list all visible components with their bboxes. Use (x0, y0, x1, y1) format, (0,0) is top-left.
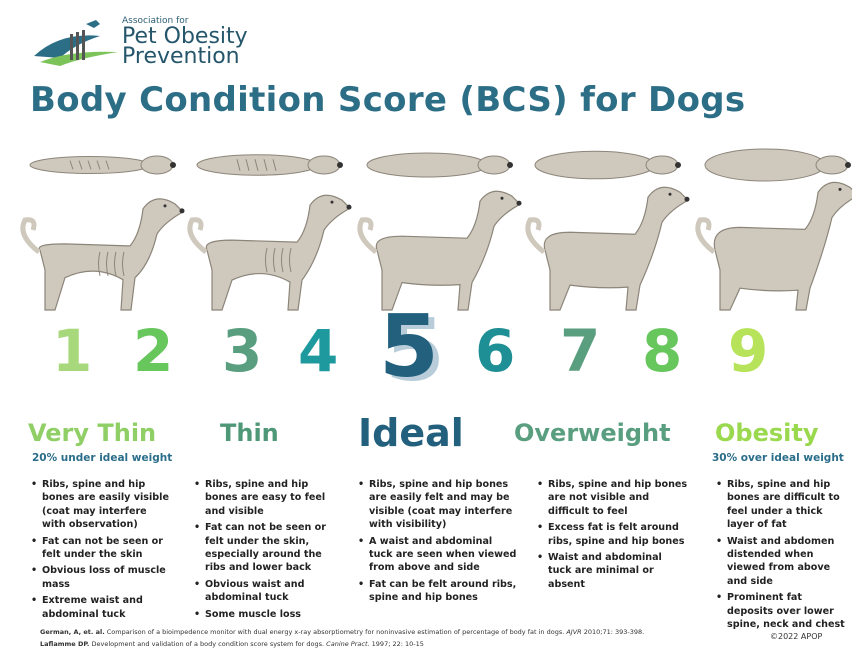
score-8: 8 (642, 317, 683, 385)
reference-2: Laflamme DP. Development and validation … (40, 640, 424, 648)
dog-top-view-4 (534, 150, 681, 180)
logo-emblem-icon (34, 20, 118, 66)
list-item: Fat can be felt around ribs, spine and h… (358, 578, 517, 605)
list-item: Fat can not be seen or felt under the sk… (194, 521, 339, 575)
dog-illustrations (20, 148, 852, 311)
dog-side-view-3 (357, 190, 522, 311)
score-5-shadow: 5 (385, 301, 445, 401)
dog-top-view-2 (196, 154, 343, 176)
dog-top-view-5 (704, 148, 851, 182)
score-6: 6 (475, 317, 516, 385)
category-ideal: Ideal (358, 411, 464, 455)
score-4: 4 (298, 317, 339, 385)
list-item: Ribs, spine and hip bones are not visibl… (537, 478, 688, 518)
ref2-journal: Canine Pract. (326, 640, 370, 648)
col-thin: Ribs, spine and hip bones are easy to fe… (193, 478, 339, 624)
score-9: 9 (728, 317, 769, 385)
ref2-text: Development and validation of a body con… (91, 640, 325, 648)
list-item: Fat can not be seen or felt under the sk… (31, 535, 170, 562)
ref1-authors: German, A, et. al. (40, 628, 105, 636)
ref2-authors: Laflamme DP. (40, 640, 90, 648)
logo-small-text: Association for (122, 16, 189, 26)
list-item: A waist and abdominal tuck are seen when… (358, 535, 517, 575)
list-item: Obvious loss of muscle mass (31, 564, 170, 591)
ref1-journal: AJVR (566, 628, 582, 636)
list-item: Some muscle loss (194, 608, 339, 622)
list-item: Waist and abdominal tuck are minimal or … (537, 551, 688, 591)
score-7: 7 (560, 317, 601, 385)
ref1-text: Comparison of a bioimpedence monitor wit… (106, 628, 565, 636)
col-very-thin: Ribs, spine and hip bones are easily vis… (30, 478, 170, 624)
ref2-tail: 1997; 22: 10-15 (371, 640, 424, 648)
list-item: Ribs, spine and hip bones are easy to fe… (194, 478, 339, 518)
score-5: 5 (379, 297, 439, 397)
category-obesity: Obesity (715, 419, 819, 447)
logo-line-1: Pet Obesity (122, 24, 248, 49)
dog-top-view-3 (366, 152, 513, 178)
col-ideal: Ribs, spine and hip bones are easily fel… (357, 478, 517, 608)
dog-side-view-2 (187, 194, 352, 311)
reference-1: German, A, et. al. Comparison of a bioim… (40, 628, 644, 636)
col-overweight: Ribs, spine and hip bones are not visibl… (536, 478, 688, 594)
very-thin-subtitle: 20% under ideal weight (32, 452, 173, 464)
apop-logo (30, 14, 270, 72)
obesity-subtitle: 30% over ideal weight (712, 452, 844, 464)
category-thin: Thin (220, 419, 279, 447)
list-item: Waist and abdomen distended when viewed … (716, 535, 849, 589)
category-very-thin: Very Thin (28, 419, 157, 447)
dog-top-view-1 (29, 155, 176, 175)
logo-line-2: Prevention (122, 44, 240, 69)
list-item: Ribs, spine and hip bones are easily vis… (31, 478, 170, 532)
ref1-tail: 2010;71: 393-398. (583, 628, 645, 636)
dog-side-view-5 (695, 181, 852, 311)
list-item: Ribs, spine and hip bones are difficult … (716, 478, 849, 532)
score-3: 3 (222, 317, 263, 385)
list-item: Prominent fat deposits over lower spine,… (716, 591, 849, 631)
list-item: Excess fat is felt around ribs, spine an… (537, 521, 688, 548)
list-item: Extreme waist and abdominal tuck (31, 594, 170, 621)
score-1: 1 (52, 317, 93, 385)
score-2: 2 (133, 317, 174, 385)
col-obesity: Ribs, spine and hip bones are difficult … (715, 478, 849, 634)
list-item: Obvious waist and abdominal tuck (194, 578, 339, 605)
list-item: Ribs, spine and hip bones are easily fel… (358, 478, 517, 532)
category-overweight: Overweight (514, 419, 671, 447)
page-title: Body Condition Score (BCS) for Dogs (30, 80, 746, 120)
dog-side-view-1 (20, 198, 185, 311)
dog-side-view-4 (525, 186, 690, 311)
copyright: ©2022 APOP (770, 632, 823, 641)
